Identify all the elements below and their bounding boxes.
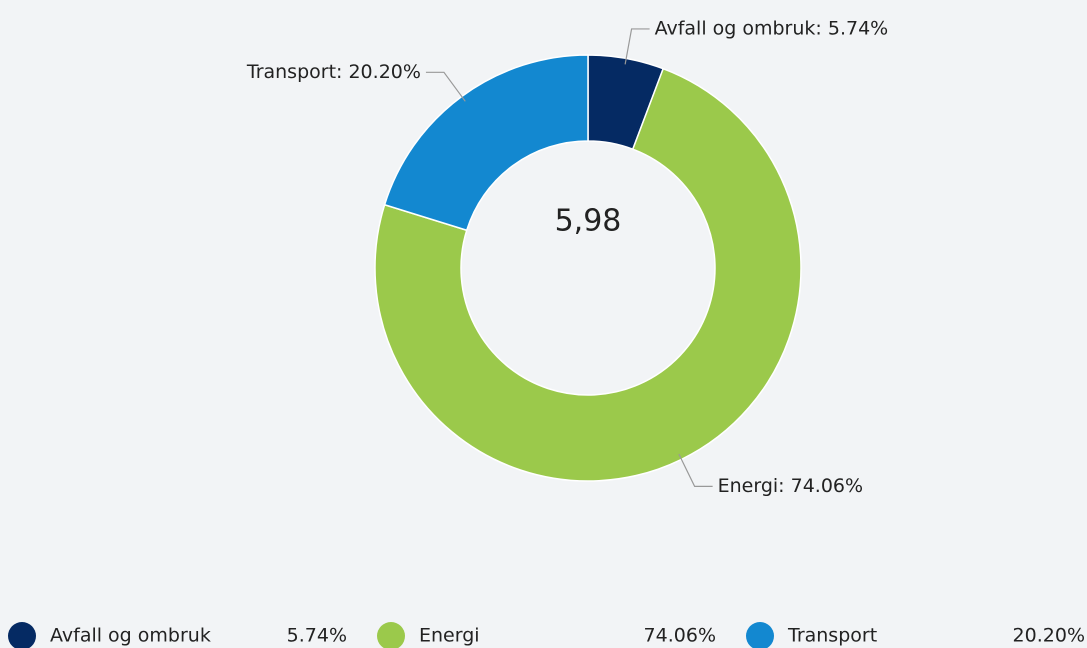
legend-swatch	[746, 622, 774, 648]
leader-line	[624, 28, 650, 65]
data-label: Energi: 74.06%	[718, 475, 863, 497]
data-label: Avfall og ombruk: 5.74%	[655, 17, 889, 39]
data-label: Transport: 20.20%	[246, 61, 421, 83]
donut-segment	[383, 54, 589, 232]
legend-label: Transport	[787, 625, 877, 647]
legend-label: Energi	[419, 625, 480, 647]
center-label: 5,98	[555, 204, 622, 239]
leader-line	[678, 453, 713, 487]
legend-swatch	[8, 622, 36, 648]
legend-value: 74.06%	[644, 625, 716, 647]
legend-label: Avfall og ombruk	[50, 625, 211, 647]
legend-swatch	[377, 622, 405, 648]
legend-value: 20.20%	[1013, 625, 1085, 647]
legend-value: 5.74%	[287, 625, 347, 647]
leader-line	[425, 71, 466, 102]
donut-segment	[374, 67, 802, 482]
